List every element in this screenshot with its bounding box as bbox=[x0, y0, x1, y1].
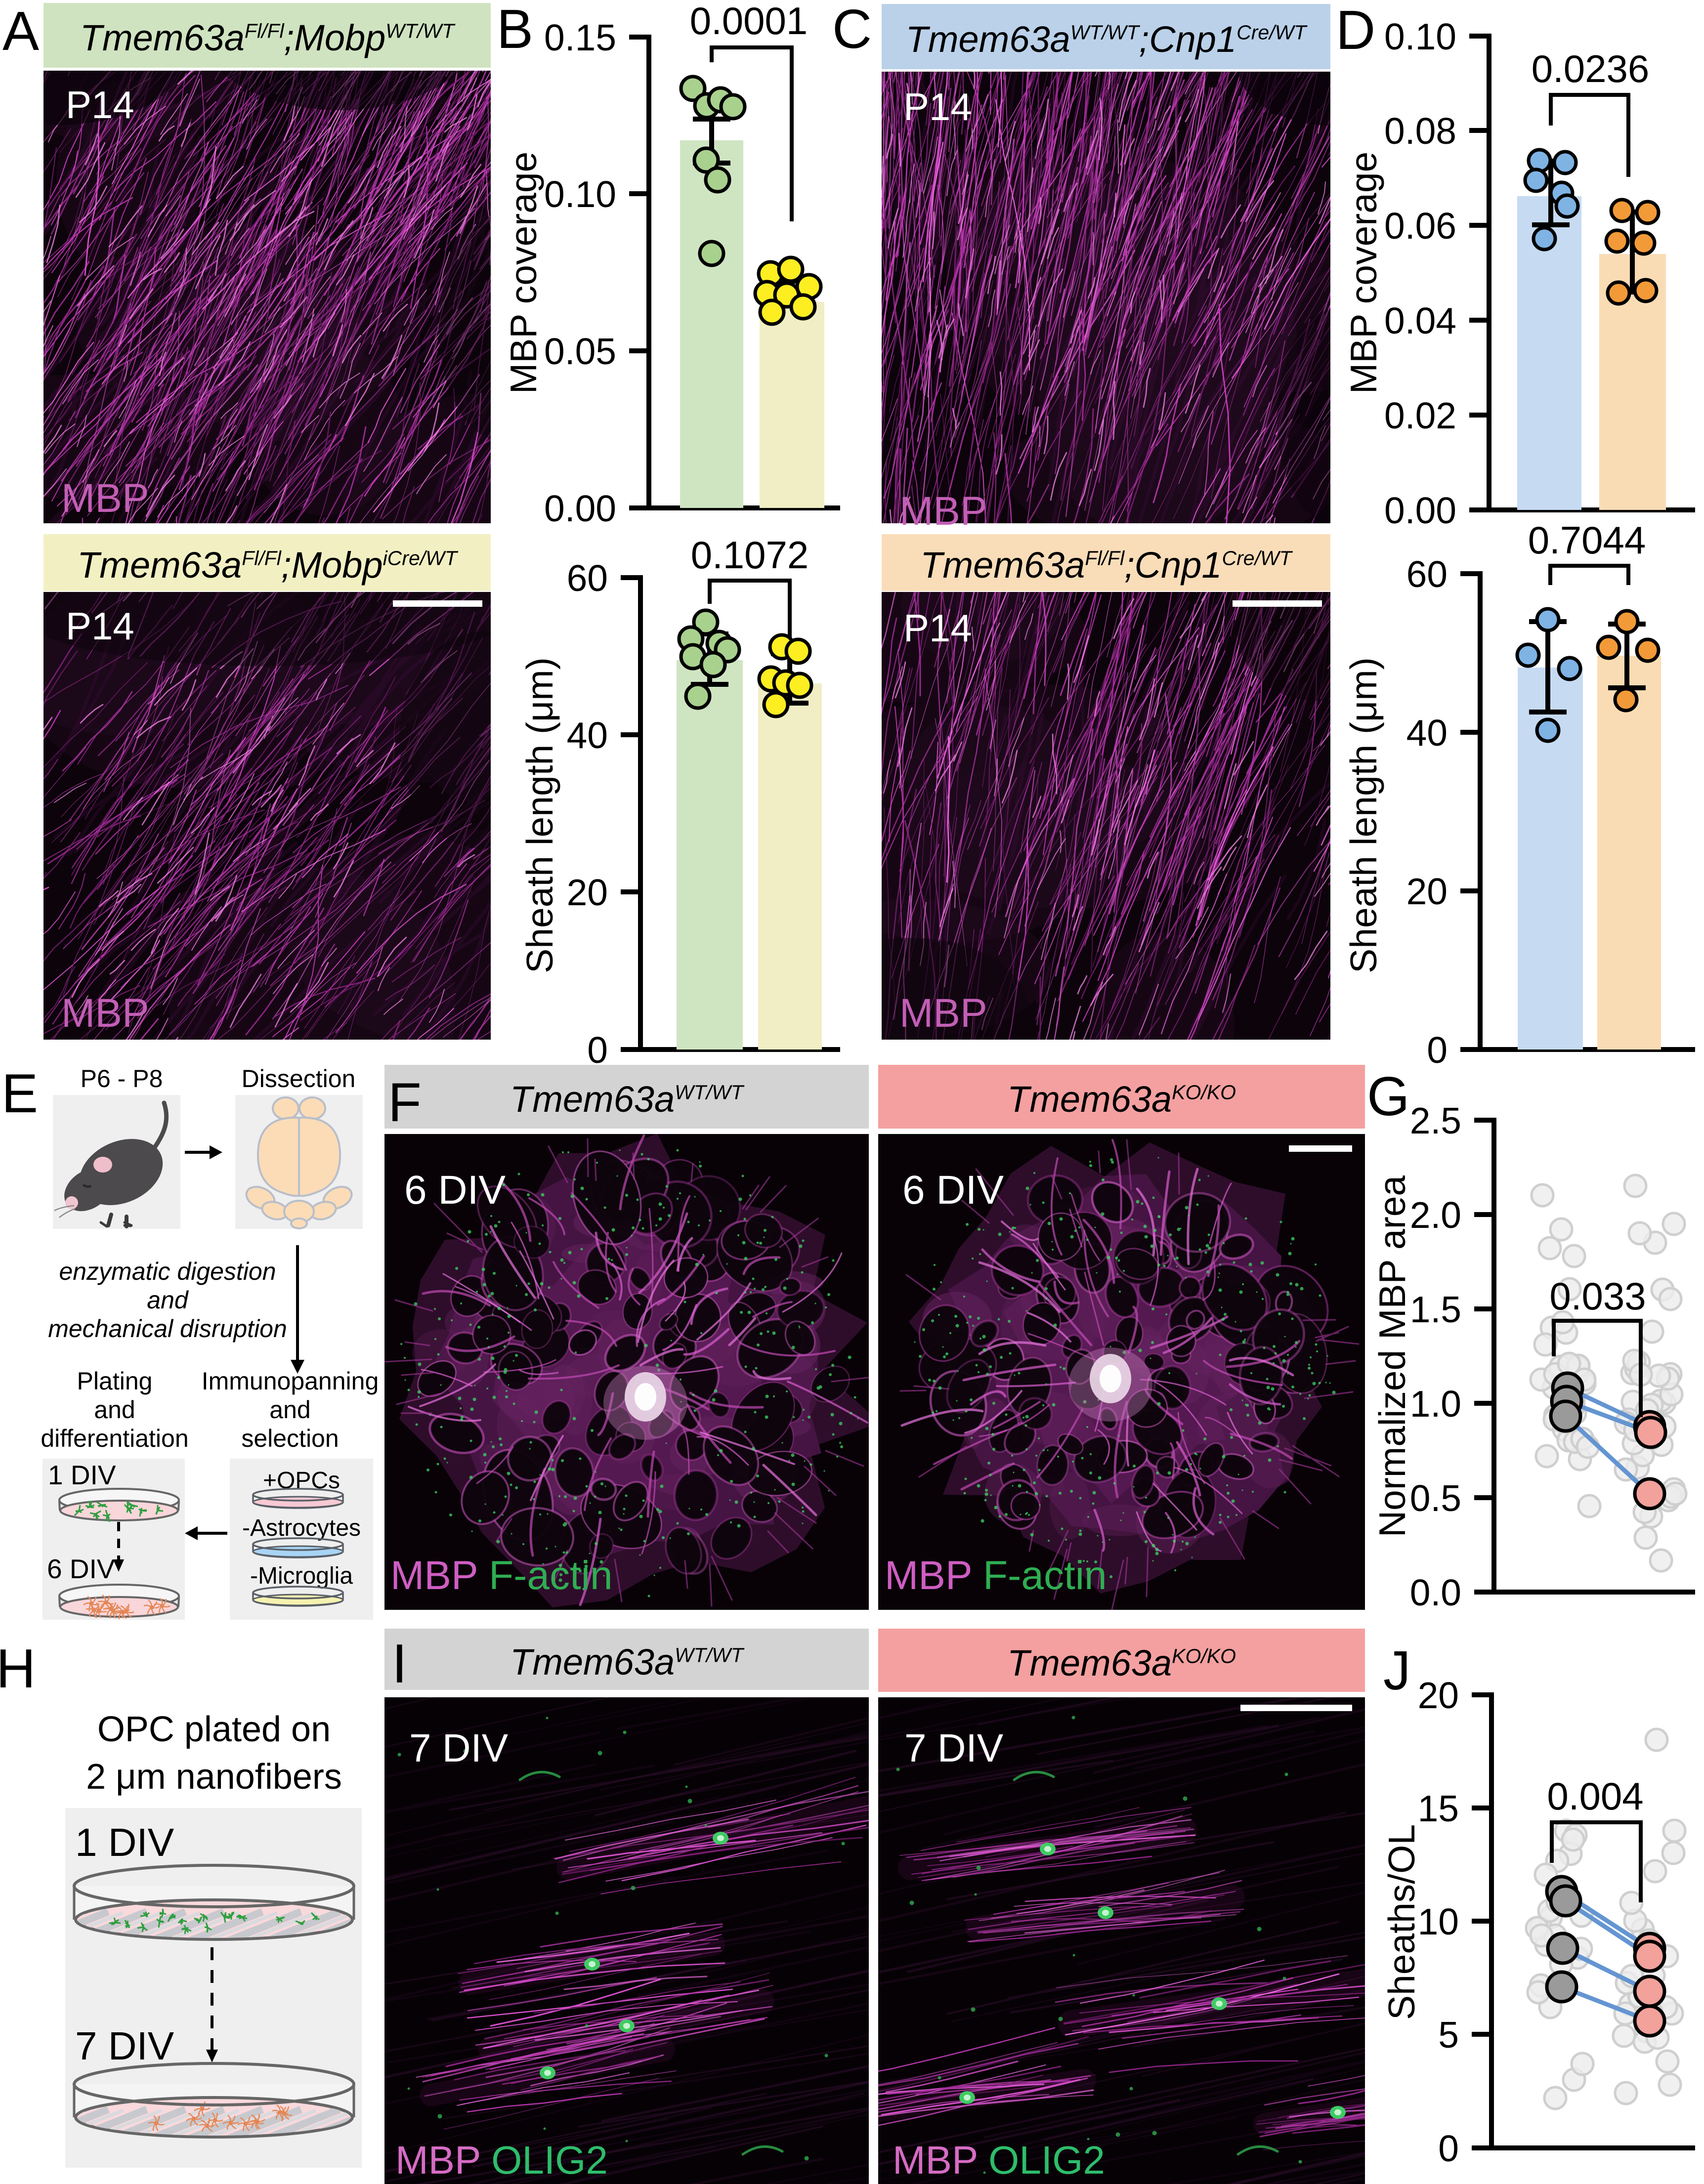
svg-text:0.10: 0.10 bbox=[544, 173, 616, 215]
svg-text:0.1072: 0.1072 bbox=[691, 533, 809, 577]
svg-text:mechanical disruption: mechanical disruption bbox=[48, 1315, 287, 1343]
svg-text:2 μm nanofibers: 2 μm nanofibers bbox=[86, 1757, 342, 1797]
svg-text:and: and bbox=[269, 1396, 310, 1424]
svg-text:0.02: 0.02 bbox=[1384, 395, 1456, 436]
svg-text:10: 10 bbox=[1418, 1901, 1459, 1942]
svg-text:Sheath length (μm): Sheath length (μm) bbox=[1343, 657, 1384, 973]
svg-text:6 DIV: 6 DIV bbox=[47, 1554, 115, 1584]
svg-text:0.004: 0.004 bbox=[1547, 1774, 1643, 1818]
svg-text:MBP coverage: MBP coverage bbox=[503, 152, 544, 394]
svg-text:1.5: 1.5 bbox=[1410, 1289, 1461, 1330]
svg-text:0.10: 0.10 bbox=[1384, 16, 1456, 57]
svg-text:1 DIV: 1 DIV bbox=[75, 1820, 174, 1864]
svg-text:0.033: 0.033 bbox=[1549, 1274, 1646, 1318]
svg-text:60: 60 bbox=[567, 557, 608, 599]
svg-text:20: 20 bbox=[567, 872, 608, 913]
svg-text:Immunopanning: Immunopanning bbox=[202, 1367, 379, 1395]
svg-text:P6 - P8: P6 - P8 bbox=[81, 1065, 163, 1092]
svg-text:OPC plated on: OPC plated on bbox=[97, 1710, 331, 1749]
svg-text:0.00: 0.00 bbox=[1384, 490, 1456, 531]
svg-text:0.06: 0.06 bbox=[1384, 205, 1456, 247]
svg-text:Plating: Plating bbox=[77, 1367, 153, 1395]
svg-text:0.7044: 0.7044 bbox=[1528, 518, 1646, 562]
svg-text:-Microglia: -Microglia bbox=[250, 1563, 353, 1589]
svg-text:15: 15 bbox=[1418, 1788, 1459, 1829]
svg-text:0.15: 0.15 bbox=[544, 17, 616, 58]
svg-text:differentiation: differentiation bbox=[41, 1425, 188, 1452]
svg-text:-Astrocytes: -Astrocytes bbox=[242, 1515, 361, 1541]
svg-text:2.0: 2.0 bbox=[1410, 1194, 1461, 1236]
svg-text:1 DIV: 1 DIV bbox=[48, 1460, 116, 1490]
svg-text:0.0001: 0.0001 bbox=[690, 0, 808, 42]
svg-text:0.0: 0.0 bbox=[1410, 1572, 1461, 1613]
svg-text:0.5: 0.5 bbox=[1410, 1477, 1461, 1519]
svg-text:enzymatic digestion: enzymatic digestion bbox=[59, 1258, 276, 1285]
svg-text:Sheath length (μm): Sheath length (μm) bbox=[519, 657, 560, 973]
svg-text:and: and bbox=[94, 1396, 135, 1424]
svg-text:0.08: 0.08 bbox=[1384, 110, 1456, 152]
svg-text:60: 60 bbox=[1406, 553, 1448, 595]
svg-text:Normalized MBP area: Normalized MBP area bbox=[1371, 1176, 1413, 1538]
svg-text:40: 40 bbox=[1406, 712, 1448, 754]
svg-text:Dissection: Dissection bbox=[242, 1065, 356, 1092]
svg-text:0: 0 bbox=[1427, 1029, 1448, 1071]
svg-text:MBP coverage: MBP coverage bbox=[1343, 152, 1384, 394]
svg-text:20: 20 bbox=[1418, 1675, 1459, 1716]
svg-text:0: 0 bbox=[1438, 2128, 1459, 2169]
svg-text:0.04: 0.04 bbox=[1384, 300, 1456, 341]
svg-text:2.5: 2.5 bbox=[1410, 1100, 1461, 1141]
svg-text:Sheaths/OL: Sheaths/OL bbox=[1381, 1824, 1422, 2020]
svg-text:5: 5 bbox=[1438, 2014, 1459, 2056]
svg-text:7 DIV: 7 DIV bbox=[75, 2024, 174, 2068]
svg-text:1.0: 1.0 bbox=[1410, 1383, 1461, 1425]
svg-text:20: 20 bbox=[1406, 871, 1448, 912]
svg-text:selection: selection bbox=[241, 1425, 339, 1452]
svg-text:and: and bbox=[147, 1286, 189, 1314]
svg-text:40: 40 bbox=[567, 714, 608, 756]
svg-text:0.00: 0.00 bbox=[544, 488, 616, 529]
svg-text:0.05: 0.05 bbox=[544, 331, 616, 372]
svg-text:0: 0 bbox=[587, 1029, 608, 1071]
svg-text:0.0236: 0.0236 bbox=[1532, 47, 1650, 90]
